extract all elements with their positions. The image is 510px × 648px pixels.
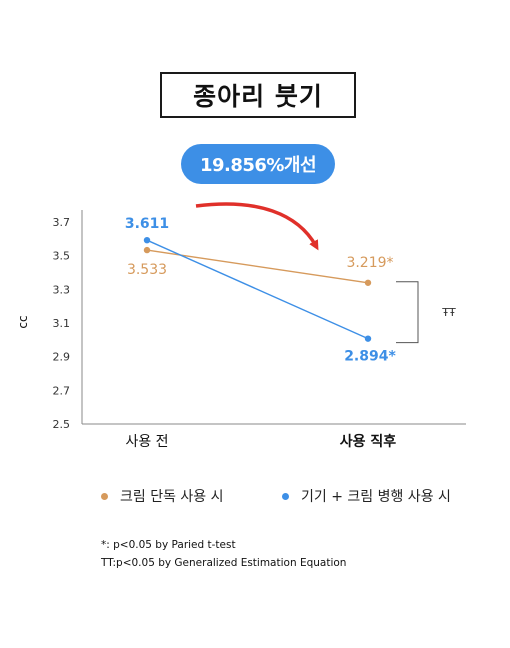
data-point xyxy=(364,335,372,342)
significance-label: ŦŦ xyxy=(441,306,456,319)
data-label: 2.894* xyxy=(344,349,396,365)
y-tick-label: 3.3 xyxy=(53,283,71,296)
legend-label-combo: 기기 + 크림 병행 사용 시 xyxy=(301,489,451,505)
footnote-2: TT:p<0.05 by Generalized Estimation Equa… xyxy=(101,557,347,569)
y-axis-label: cc xyxy=(16,315,30,328)
y-tick-label: 2.5 xyxy=(53,418,71,431)
chart-title: 종아리 붓기 xyxy=(160,72,356,118)
significance-bracket xyxy=(396,281,419,344)
x-tick-label: 사용 전 xyxy=(125,434,168,450)
data-point xyxy=(143,246,151,254)
y-tick-label: 2.7 xyxy=(53,384,71,397)
legend-marker-combo xyxy=(282,492,289,500)
y-tick-label: 3.1 xyxy=(53,317,71,330)
y-tick-label: 3.5 xyxy=(53,250,71,263)
data-label: 3.533 xyxy=(127,262,167,278)
data-label: 3.611 xyxy=(125,216,169,232)
footnote-1: *: p<0.05 by Paried t-test xyxy=(101,539,236,551)
legend-label-cream: 크림 단독 사용 시 xyxy=(120,489,224,505)
decrease-arrow xyxy=(195,202,319,251)
improvement-badge: 19.856%개선 xyxy=(181,144,335,184)
data-label: 3.219* xyxy=(346,255,393,271)
legend-item-combo: 기기 + 크림 병행 사용 시 xyxy=(282,486,451,506)
data-point xyxy=(364,279,372,286)
legend-marker-cream xyxy=(101,492,108,500)
series-line-combo xyxy=(146,239,369,340)
series-line-cream xyxy=(146,249,369,284)
y-tick-label: 2.9 xyxy=(53,351,71,364)
y-tick-label: 3.7 xyxy=(53,216,71,229)
legend-item-cream: 크림 단독 사용 시 xyxy=(101,486,224,506)
data-point xyxy=(143,236,151,244)
x-tick-label: 사용 직후 xyxy=(340,433,397,450)
